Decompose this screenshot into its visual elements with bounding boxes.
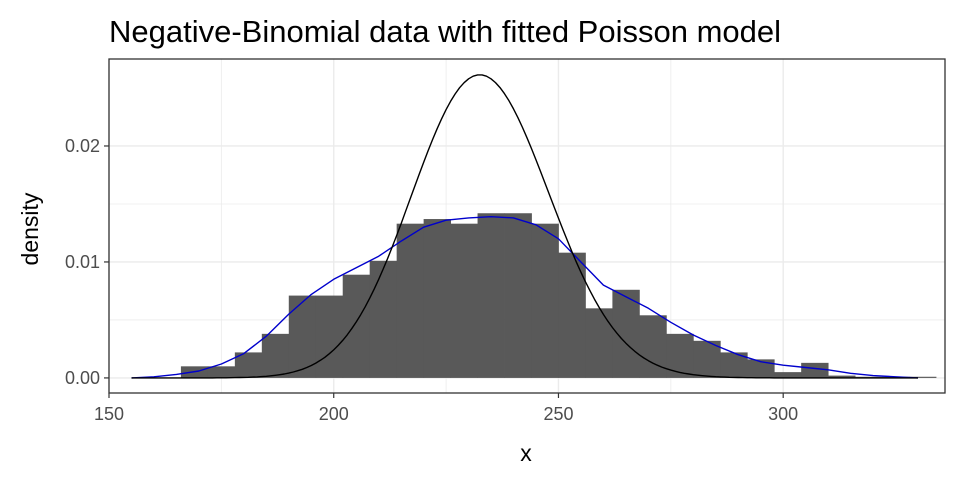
histogram-bar bbox=[423, 219, 451, 378]
histogram-bar bbox=[450, 223, 478, 378]
histogram-bar bbox=[342, 274, 371, 378]
histogram-bar bbox=[801, 362, 829, 378]
x-axis-ticks: 150 200 250 300 bbox=[94, 393, 798, 424]
histogram-bar bbox=[477, 213, 505, 378]
x-axis-title: x bbox=[520, 440, 532, 466]
histogram-bar bbox=[666, 333, 694, 378]
plot-panel-border bbox=[108, 58, 946, 394]
histogram-bar bbox=[909, 376, 937, 378]
x-tick-label: 200 bbox=[319, 404, 349, 424]
histogram-bar bbox=[774, 372, 802, 378]
histogram-bar bbox=[207, 366, 236, 378]
histogram-bar bbox=[612, 289, 640, 378]
y-tick-label: 0.01 bbox=[65, 252, 100, 272]
y-axis-title: density bbox=[17, 192, 43, 265]
histogram-bar bbox=[504, 213, 532, 378]
histogram-bar bbox=[693, 340, 721, 378]
histogram-bar bbox=[369, 260, 398, 378]
histogram-bar bbox=[234, 352, 263, 378]
histogram-bar bbox=[396, 223, 425, 378]
density-line bbox=[131, 216, 919, 379]
poisson-fit-line bbox=[131, 74, 918, 379]
y-tick-label: 0.00 bbox=[65, 368, 100, 388]
chart-title: Negative-Binomial data with fitted Poiss… bbox=[109, 14, 781, 49]
histogram-bar bbox=[261, 333, 290, 378]
y-axis-ticks: 0.00 0.01 0.02 bbox=[65, 136, 109, 388]
y-tick-label: 0.02 bbox=[65, 136, 100, 156]
x-tick-label: 300 bbox=[768, 404, 798, 424]
histogram-bar bbox=[639, 315, 667, 378]
histogram-bar bbox=[558, 252, 586, 378]
histogram-bar bbox=[828, 375, 856, 378]
x-tick-label: 250 bbox=[543, 404, 573, 424]
histogram-bars bbox=[180, 213, 937, 378]
histogram-bar bbox=[747, 359, 775, 378]
histogram-bar bbox=[315, 295, 344, 378]
histogram-bar bbox=[585, 308, 613, 378]
density-lines bbox=[131, 74, 919, 379]
x-tick-label: 150 bbox=[94, 404, 124, 424]
histogram-bar bbox=[531, 223, 559, 378]
